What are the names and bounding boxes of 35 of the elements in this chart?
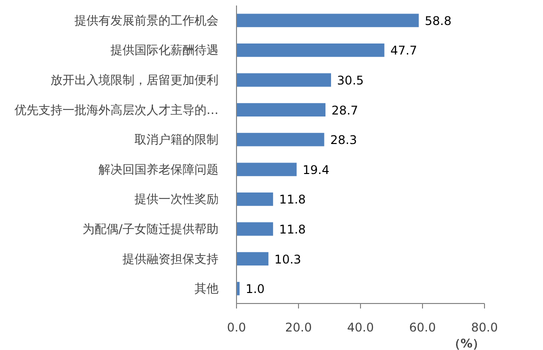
y-tick-label: 其他 (194, 282, 218, 296)
bar (236, 132, 324, 146)
data-label: 11.8 (279, 192, 306, 207)
x-tick-label: 40.0 (347, 320, 374, 334)
data-label: 19.4 (302, 162, 330, 177)
y-tick-label: 放开出入境限制，居留更加便利 (50, 73, 218, 87)
data-label: 1.0 (246, 282, 265, 296)
bar (236, 222, 274, 236)
bar (236, 162, 297, 176)
x-tick-label: 20.0 (285, 320, 312, 334)
bar (236, 252, 268, 266)
data-label: 28.7 (331, 103, 358, 118)
data-label: 10.3 (274, 252, 302, 266)
y-tick-label: 优先支持一批海外高层次人才主导的… (14, 102, 218, 117)
x-tick-label: 0.0 (226, 320, 246, 334)
bar (236, 14, 419, 28)
x-tick-label: 80.0 (471, 320, 498, 334)
x-tick-label: 60.0 (409, 320, 436, 334)
y-tick-label: 提供一次性奖励 (134, 192, 218, 206)
data-label: 58.8 (424, 14, 452, 28)
y-tick-label: 为配偶/子女随迁提供帮助 (82, 222, 219, 236)
bar (236, 192, 274, 206)
y-tick-label: 取消户籍的限制 (134, 132, 218, 147)
y-tick-label: 提供融资担保支持 (122, 252, 218, 266)
data-label: 47.7 (390, 44, 418, 58)
y-tick-label: 提供有发展前景的工作机会 (74, 13, 218, 28)
data-label: 11.8 (279, 222, 306, 236)
bar (236, 43, 384, 57)
bar (236, 73, 332, 87)
bar (236, 103, 326, 117)
y-tick-label: 提供国际化薪酬待遇 (110, 43, 218, 58)
x-axis-title: （%） (448, 336, 485, 350)
data-label: 30.5 (337, 74, 364, 88)
y-tick-label: 解决回国养老保障问题 (98, 162, 218, 176)
data-label: 28.3 (330, 133, 357, 148)
